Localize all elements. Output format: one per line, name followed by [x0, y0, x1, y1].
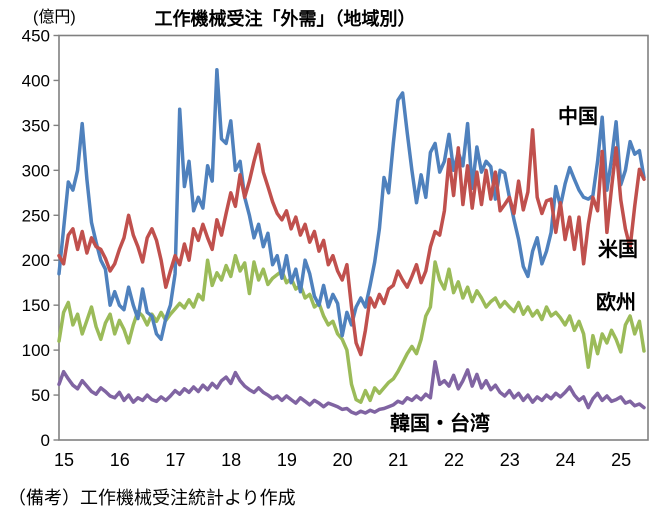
x-tick-label: 20	[333, 450, 353, 470]
legend-label-europe: 欧州	[596, 290, 636, 314]
chart-title: 工作機械受注「外需」（地域別）	[155, 8, 416, 29]
x-tick-label: 21	[388, 450, 408, 470]
source-note: （備考）工作機械受注統計より作成	[8, 488, 296, 508]
x-tick-label: 19	[277, 450, 297, 470]
x-tick-label: 15	[54, 450, 74, 470]
x-tick-label: 23	[500, 450, 520, 470]
y-tick-label: 300	[22, 161, 50, 180]
series-line-us	[57, 128, 646, 357]
y-tick-label: 450	[22, 27, 50, 46]
series-line-china	[57, 67, 646, 342]
x-tick-label: 24	[555, 450, 575, 470]
y-tick-label: 50	[31, 386, 50, 405]
plot-frame	[58, 34, 649, 441]
y-tick-label: 350	[22, 116, 50, 135]
series-line-korea-taiwan	[57, 360, 646, 416]
legend: 中国 米国 欧州 韓国・台湾	[390, 104, 638, 435]
y-axis-unit-label: (億円)	[33, 8, 76, 26]
legend-label-us: 米国	[598, 238, 638, 261]
axes: 0 50 100 150 200 250 300 350 400 450 15 16 17 18 19 20 2…	[22, 27, 649, 470]
x-tick-label: 17	[165, 450, 185, 470]
y-tick-label: 150	[22, 296, 50, 315]
x-tick-label: 18	[221, 450, 241, 470]
y-tick-label: 100	[22, 341, 50, 360]
x-tick-label: 16	[110, 450, 130, 470]
series-line-europe	[57, 253, 646, 404]
y-tick-label: 250	[22, 206, 50, 225]
legend-label-korea-taiwan: 韓国・台湾	[390, 411, 490, 435]
legend-label-china: 中国	[558, 104, 598, 128]
y-tick-label: 200	[22, 251, 50, 270]
y-tick-label: 400	[22, 71, 50, 90]
x-tick-label: 22	[444, 450, 464, 470]
x-tick-label: 25	[611, 450, 631, 470]
series-lines	[57, 67, 646, 416]
y-tick-label: 0	[41, 431, 50, 450]
